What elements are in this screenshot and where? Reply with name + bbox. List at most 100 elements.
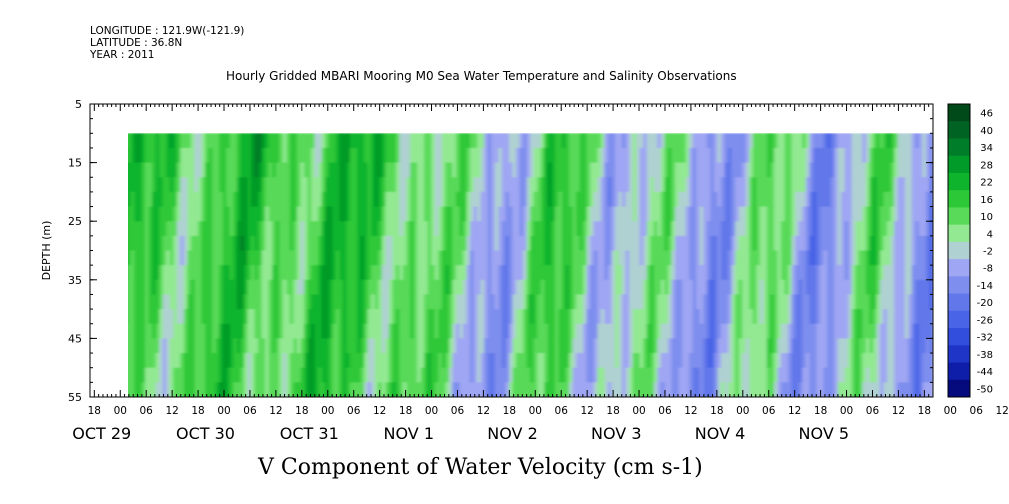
heatmap-cell	[198, 323, 203, 340]
heatmap-cell	[349, 133, 355, 149]
heatmap-cell	[636, 133, 641, 149]
heatmap-cell	[420, 177, 425, 193]
heatmap-cell	[364, 162, 369, 179]
heatmap-cell	[625, 367, 630, 384]
heatmap-cell	[205, 191, 210, 208]
heatmap-cell	[611, 323, 616, 340]
heatmap-cell	[561, 294, 567, 310]
heatmap-cell	[275, 279, 281, 296]
heatmap-cell	[494, 206, 500, 222]
heatmap-cell	[749, 294, 754, 310]
heatmap-cell	[505, 177, 510, 193]
heatmap-cell	[176, 206, 182, 222]
heatmap-cell	[159, 191, 164, 208]
heatmap-cell	[526, 133, 531, 149]
heatmap-cell	[720, 177, 726, 193]
heatmap-cell	[777, 367, 782, 384]
heatmap-cell	[523, 323, 528, 340]
heatmap-cell	[703, 382, 708, 397]
heatmap-cell	[417, 133, 422, 149]
heatmap-cell	[459, 147, 464, 164]
heatmap-cell	[650, 191, 655, 208]
heatmap-cell	[600, 250, 606, 266]
heatmap-cell	[576, 235, 581, 252]
heatmap-cell	[671, 206, 676, 222]
heatmap-cell	[554, 294, 560, 310]
heatmap-cell	[876, 191, 881, 208]
heatmap-cell	[579, 133, 584, 149]
heatmap-cell	[699, 367, 705, 384]
heatmap-cell	[675, 250, 680, 266]
heatmap-cell	[865, 382, 871, 397]
heatmap-cell	[763, 323, 768, 340]
heatmap-cell	[473, 353, 478, 369]
heatmap-cell	[802, 294, 807, 310]
heatmap-cell	[646, 162, 652, 179]
heatmap-cell	[597, 353, 602, 369]
heatmap-cell	[533, 235, 539, 252]
heatmap-cell	[342, 133, 348, 149]
heatmap-cell	[547, 309, 553, 325]
heatmap-cell	[664, 235, 669, 252]
heatmap-cell	[272, 265, 277, 281]
heatmap-cell	[622, 177, 627, 193]
heatmap-cell	[128, 147, 132, 164]
heatmap-cell	[834, 279, 839, 296]
heatmap-cell	[194, 206, 199, 222]
heatmap-cell	[735, 353, 740, 369]
heatmap-cell	[438, 147, 443, 164]
heatmap-cell	[360, 309, 365, 325]
heatmap-cell	[152, 250, 157, 266]
heatmap-cell	[547, 221, 553, 237]
heatmap-cell	[381, 206, 387, 222]
heatmap-cell	[190, 221, 196, 237]
heatmap-cell	[183, 147, 189, 164]
heatmap-cell	[781, 177, 786, 193]
heatmap-cell	[325, 382, 330, 397]
heatmap-cell	[773, 382, 779, 397]
heatmap-cell	[399, 147, 404, 164]
heatmap-cell	[632, 367, 637, 384]
heatmap-cell	[689, 221, 694, 237]
heatmap-cell	[215, 250, 220, 266]
heatmap-cell	[915, 191, 920, 208]
heatmap-cell	[788, 235, 793, 252]
heatmap-cell	[233, 367, 238, 384]
heatmap-cell	[837, 147, 842, 164]
heatmap-cell	[236, 382, 242, 397]
heatmap-cell	[731, 279, 736, 296]
heatmap-cell	[395, 235, 401, 252]
heatmap-cell	[710, 147, 715, 164]
heatmap-cell	[540, 177, 546, 193]
heatmap-cell	[272, 177, 277, 193]
heatmap-cell	[756, 221, 761, 237]
heatmap-cell	[293, 235, 298, 252]
heatmap-cell	[837, 338, 842, 354]
heatmap-cell	[240, 367, 245, 384]
heatmap-cell	[258, 367, 263, 384]
heatmap-cell	[901, 294, 906, 310]
heatmap-cell	[130, 162, 136, 179]
heatmap-cell	[399, 294, 404, 310]
heatmap-cell	[434, 279, 440, 296]
heatmap-cell	[530, 367, 535, 384]
heatmap-cell	[685, 294, 690, 310]
heatmap-cell	[887, 162, 892, 179]
heatmap-cell	[374, 162, 380, 179]
heatmap-cell	[915, 382, 920, 397]
heatmap-cell	[929, 294, 933, 310]
heatmap-cell	[254, 323, 259, 340]
heatmap-cell	[378, 367, 383, 384]
heatmap-cell	[667, 250, 673, 266]
heatmap-cell	[254, 221, 259, 237]
heatmap-cell	[802, 309, 807, 325]
heatmap-cell	[576, 162, 581, 179]
heatmap-cell	[173, 206, 178, 222]
heatmap-cell	[848, 279, 853, 296]
heatmap-cell	[335, 338, 341, 354]
heatmap-cell	[576, 367, 581, 384]
heatmap-cell	[159, 235, 164, 252]
heatmap-cell	[639, 133, 645, 149]
heatmap-cell	[226, 382, 231, 397]
heatmap-cell	[491, 279, 496, 296]
